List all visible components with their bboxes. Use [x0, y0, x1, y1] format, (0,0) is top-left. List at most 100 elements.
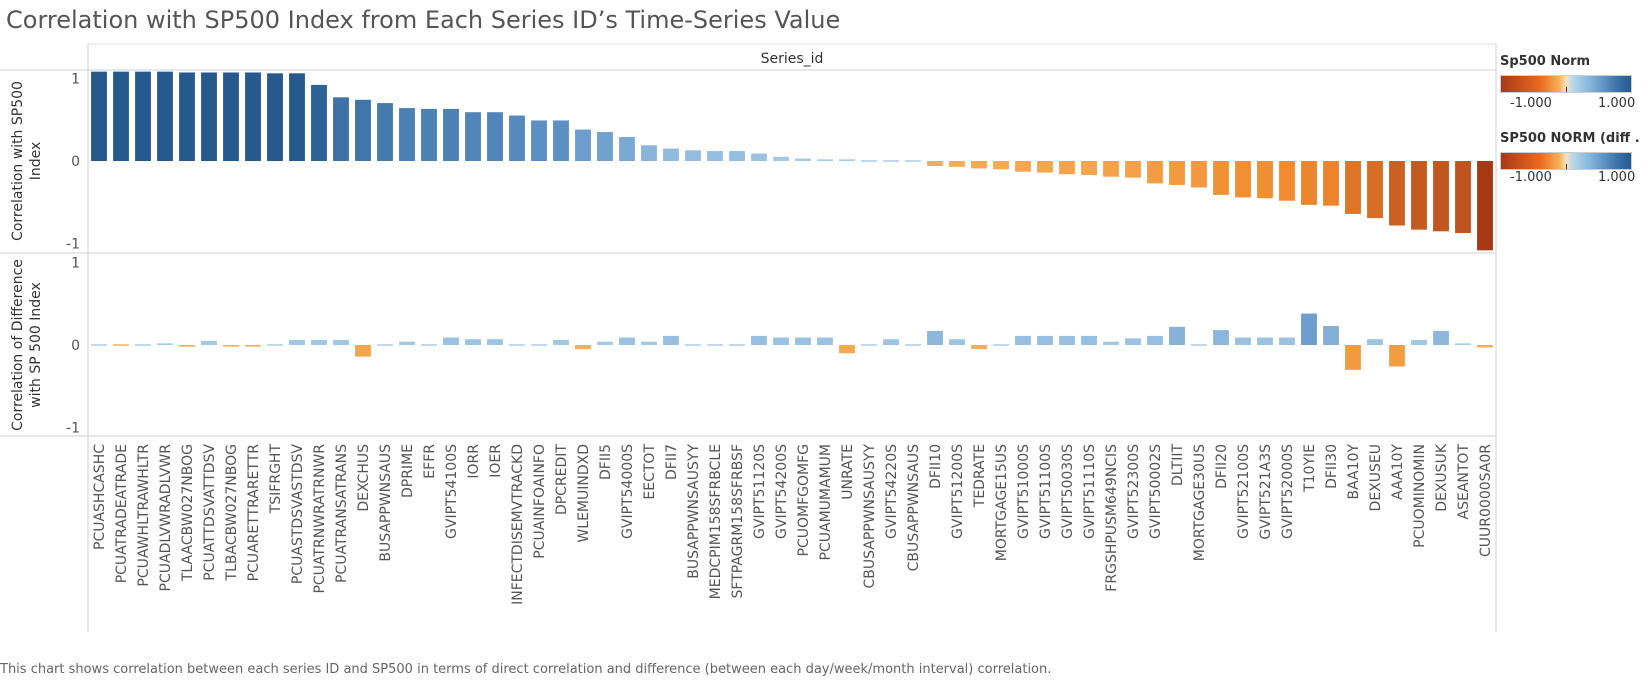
bar[interactable]: [1059, 161, 1075, 175]
bar[interactable]: [773, 156, 789, 161]
bar[interactable]: [1213, 330, 1229, 345]
bar[interactable]: [1015, 161, 1031, 172]
bar[interactable]: [861, 344, 877, 346]
bar[interactable]: [333, 97, 349, 161]
bar[interactable]: [817, 159, 833, 161]
bar[interactable]: [927, 161, 943, 166]
bar[interactable]: [927, 330, 943, 345]
bar[interactable]: [113, 71, 129, 161]
bar[interactable]: [91, 71, 107, 161]
bar[interactable]: [1147, 335, 1163, 345]
bar[interactable]: [509, 115, 525, 162]
bar[interactable]: [1257, 337, 1273, 345]
bar[interactable]: [685, 150, 701, 161]
bar[interactable]: [1477, 161, 1493, 251]
bar[interactable]: [333, 340, 349, 345]
bar[interactable]: [1125, 161, 1141, 178]
bar[interactable]: [1103, 161, 1119, 177]
bar[interactable]: [531, 120, 547, 161]
bar[interactable]: [795, 337, 811, 345]
bar[interactable]: [971, 161, 987, 169]
bar[interactable]: [751, 335, 767, 345]
bar[interactable]: [1169, 326, 1185, 345]
bar[interactable]: [795, 158, 811, 161]
bar[interactable]: [1169, 161, 1185, 185]
bar[interactable]: [289, 73, 305, 161]
bar[interactable]: [135, 344, 151, 346]
bar[interactable]: [949, 339, 965, 345]
bar[interactable]: [201, 340, 217, 345]
bar[interactable]: [399, 341, 415, 345]
bar[interactable]: [465, 339, 481, 345]
bar[interactable]: [1367, 161, 1383, 219]
bar[interactable]: [1323, 325, 1339, 345]
bar[interactable]: [553, 120, 569, 161]
bar[interactable]: [421, 344, 437, 346]
bar[interactable]: [575, 129, 591, 161]
bar[interactable]: [1279, 161, 1295, 201]
bar[interactable]: [1257, 161, 1273, 199]
bar[interactable]: [971, 345, 987, 350]
bar[interactable]: [311, 340, 327, 345]
bar[interactable]: [1191, 344, 1207, 346]
bar[interactable]: [641, 145, 657, 161]
bar[interactable]: [729, 344, 745, 346]
bar[interactable]: [1455, 161, 1471, 233]
bar[interactable]: [179, 72, 195, 161]
bar[interactable]: [311, 84, 327, 161]
bar[interactable]: [641, 341, 657, 345]
legend-sp500-norm[interactable]: Sp500 Norm: [1500, 54, 1640, 69]
bar[interactable]: [597, 341, 613, 345]
bar[interactable]: [1081, 161, 1097, 176]
bar[interactable]: [399, 108, 415, 161]
bar[interactable]: [597, 132, 613, 161]
bar[interactable]: [817, 337, 833, 345]
bar[interactable]: [267, 73, 283, 161]
bar[interactable]: [487, 339, 503, 345]
bar[interactable]: [619, 137, 635, 161]
bar[interactable]: [663, 148, 679, 161]
legend-sp500-norm-diff[interactable]: SP500 NORM (diff ..: [1500, 131, 1640, 146]
bar[interactable]: [421, 108, 437, 161]
bar[interactable]: [1455, 343, 1471, 345]
bar[interactable]: [1433, 161, 1449, 232]
bar[interactable]: [245, 72, 261, 161]
bar[interactable]: [883, 339, 899, 345]
bar[interactable]: [465, 112, 481, 161]
bar[interactable]: [1235, 337, 1251, 345]
bar[interactable]: [883, 160, 899, 162]
bar[interactable]: [1345, 161, 1361, 214]
bar[interactable]: [1213, 161, 1229, 195]
bar[interactable]: [377, 344, 393, 346]
bar[interactable]: [1433, 330, 1449, 345]
bar[interactable]: [355, 99, 371, 161]
bar[interactable]: [1279, 337, 1295, 345]
bar[interactable]: [1301, 161, 1317, 205]
bar[interactable]: [1411, 161, 1427, 230]
bar[interactable]: [443, 337, 459, 345]
bar[interactable]: [1125, 338, 1141, 345]
bar[interactable]: [91, 344, 107, 346]
bar[interactable]: [267, 344, 283, 346]
bar[interactable]: [531, 344, 547, 346]
bar[interactable]: [1015, 335, 1031, 345]
bar[interactable]: [1081, 335, 1097, 345]
bar[interactable]: [1411, 340, 1427, 345]
bar[interactable]: [773, 337, 789, 345]
bar[interactable]: [861, 160, 877, 162]
bar[interactable]: [993, 161, 1009, 170]
bar[interactable]: [1345, 345, 1361, 370]
bar[interactable]: [1323, 161, 1339, 206]
bar[interactable]: [135, 71, 151, 161]
bar[interactable]: [509, 344, 525, 346]
bar[interactable]: [1389, 345, 1405, 367]
bar[interactable]: [443, 108, 459, 161]
bar[interactable]: [201, 72, 217, 161]
bar[interactable]: [113, 344, 129, 346]
bar[interactable]: [1103, 341, 1119, 345]
bar[interactable]: [1235, 161, 1251, 198]
bar[interactable]: [355, 345, 371, 357]
bar[interactable]: [377, 103, 393, 161]
bar[interactable]: [223, 72, 239, 161]
bar[interactable]: [663, 335, 679, 345]
